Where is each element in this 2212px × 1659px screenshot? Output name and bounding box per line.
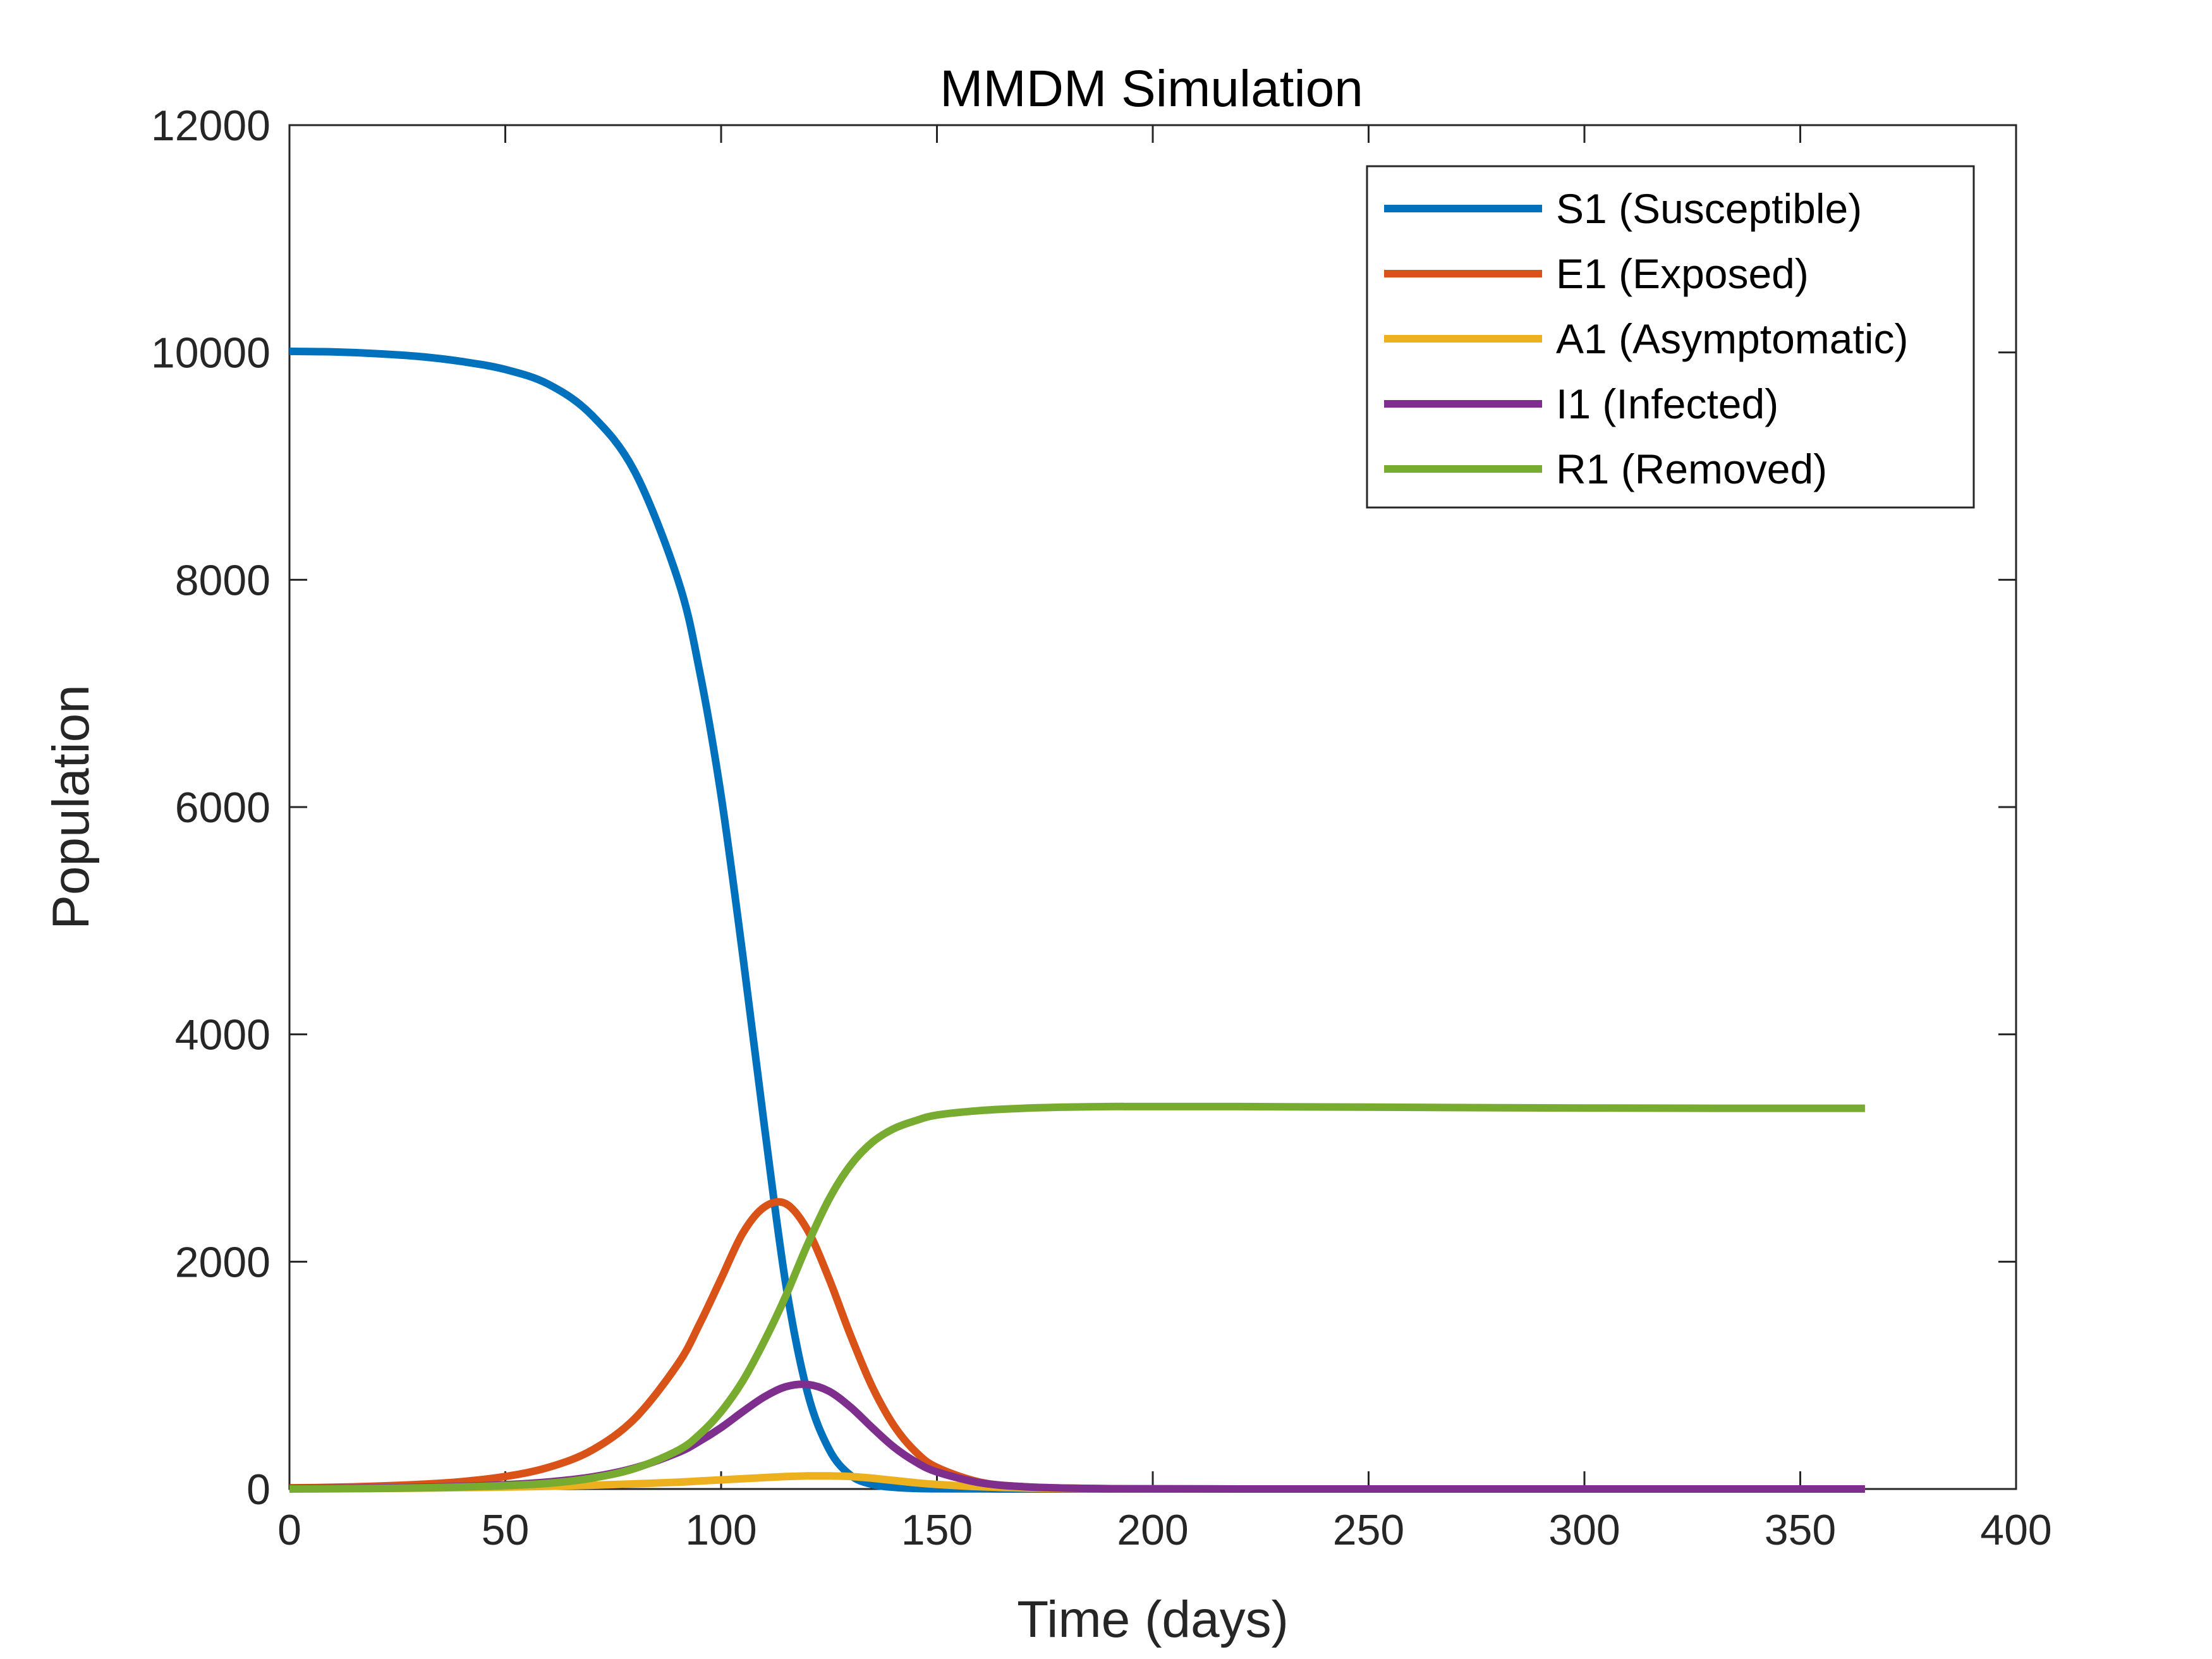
x-tick-label: 400 [1980,1506,2051,1554]
y-tick-label: 6000 [175,784,270,832]
series-line-5 [289,1102,1865,1493]
y-axis-title: Population [42,684,100,930]
legend-label: R1 (Removed) [1556,446,1827,492]
legend-label: S1 (Susceptible) [1556,185,1862,232]
y-tick-label: 0 [246,1466,270,1514]
x-tick-label: 100 [685,1506,757,1554]
x-tick-label: 350 [1765,1506,1836,1554]
legend-label: A1 (Asymptomatic) [1556,315,1908,362]
x-tick-label: 250 [1333,1506,1404,1554]
x-tick-label: 150 [901,1506,973,1554]
x-axis-title: Time (days) [1017,1591,1289,1648]
x-tick-label: 200 [1117,1506,1188,1554]
legend-label: I1 (Infected) [1556,380,1778,427]
y-tick-label: 2000 [175,1238,270,1286]
axis-ticks: 0 50 100 150 200 250 300 350 4000200040006000800… [151,102,2052,1554]
legend-label: E1 (Exposed) [1556,250,1809,297]
series-lines [289,347,1865,1493]
y-tick-label: 4000 [175,1011,270,1059]
x-tick-label: 0 [277,1506,301,1554]
x-tick-label: 50 [482,1506,530,1554]
x-tick-label: 300 [1548,1506,1620,1554]
y-tick-label: 8000 [175,556,270,604]
y-tick-label: 12000 [151,102,270,150]
legend: S1 (Susceptible) E1 (Exposed) A1 (Asymptom… [1366,165,1975,509]
y-tick-label: 10000 [151,329,270,377]
chart-title: MMDM Simulation [940,60,1363,118]
